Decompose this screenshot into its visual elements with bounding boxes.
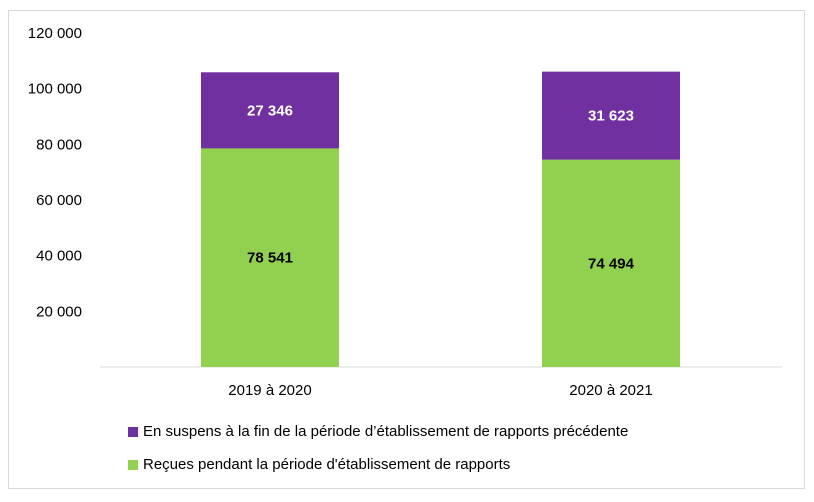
data-label: 31 623 xyxy=(588,108,634,125)
legend-label-received: Reçues pendant la période d'établissemen… xyxy=(143,456,511,473)
x-tick-label: 2020 à 2021 xyxy=(569,382,652,399)
x-tick-label: 2019 à 2020 xyxy=(228,382,311,399)
bar-segment xyxy=(201,72,339,149)
legend-swatch-pending xyxy=(128,426,138,437)
legend-label-pending: En suspens à la fin de la période d’étab… xyxy=(143,423,629,440)
legend-swatch-received xyxy=(128,459,138,470)
y-tick-label: 20 000 xyxy=(36,303,82,320)
y-tick-label: 60 000 xyxy=(36,192,82,209)
legend-item-pending: En suspens à la fin de la période d’étab… xyxy=(128,423,628,440)
y-tick-label: 120 000 xyxy=(28,25,82,42)
bar-segment xyxy=(542,71,680,160)
bar-segment xyxy=(542,159,680,367)
y-tick-label: 40 000 xyxy=(36,248,82,265)
y-tick-label: 80 000 xyxy=(36,136,82,153)
data-label: 27 346 xyxy=(247,102,293,119)
x-axis-categories: 2019 à 2020 2020 à 2021 xyxy=(228,382,652,399)
bars: 78 541 27 346 74 494 31 623 xyxy=(201,71,680,367)
bar-segment xyxy=(201,148,339,367)
y-axis-ticks: 20 000 40 000 60 000 80 000 100 000 120 000 xyxy=(28,25,82,320)
legend-item-received: Reçues pendant la période d'établissemen… xyxy=(128,456,510,473)
data-label: 78 541 xyxy=(247,250,293,267)
y-tick-label: 100 000 xyxy=(28,81,82,98)
data-label: 74 494 xyxy=(588,255,635,272)
